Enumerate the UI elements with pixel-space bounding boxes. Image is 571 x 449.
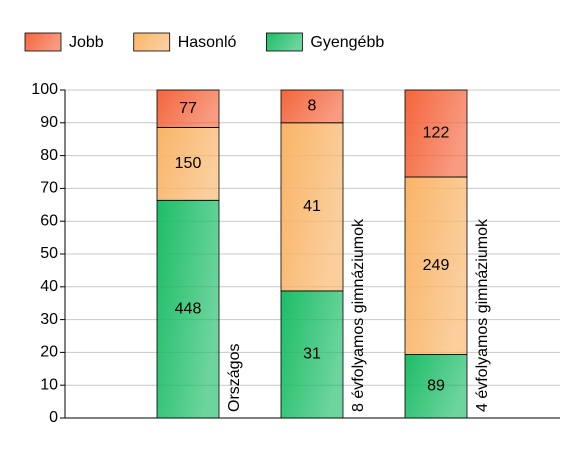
- data-label: 150: [175, 155, 202, 172]
- y-tick-label: 20: [40, 344, 58, 361]
- data-label: 41: [303, 198, 321, 215]
- data-label: 249: [423, 257, 450, 274]
- legend-swatch: [24, 32, 62, 52]
- bar-segment: [404, 354, 468, 419]
- bar-segment: [156, 89, 220, 128]
- bar-segment: [156, 127, 220, 201]
- y-tick-label: 40: [40, 278, 58, 295]
- y-tick-label: 50: [40, 245, 58, 262]
- bar-segment: [404, 176, 468, 355]
- bar-segment: [280, 122, 344, 292]
- data-label: 89: [427, 377, 445, 394]
- y-tick-label: 60: [40, 212, 58, 229]
- legend-label: Gyengébb: [310, 34, 384, 51]
- y-tick-label: 0: [49, 409, 58, 426]
- y-tick-label: 100: [31, 81, 58, 98]
- bar-segment: [280, 290, 344, 419]
- bar-segment: [404, 89, 468, 178]
- legend-swatch: [266, 32, 303, 52]
- data-label: 31: [303, 346, 321, 363]
- legend-swatch: [133, 32, 171, 52]
- y-tick-label: 70: [40, 180, 58, 197]
- y-tick-label: 90: [40, 114, 58, 131]
- y-tick-label: 30: [40, 311, 58, 328]
- data-label: 448: [175, 300, 202, 317]
- x-tick-label: Országos: [226, 344, 243, 412]
- data-label: 77: [179, 100, 197, 117]
- legend-label: Jobb: [69, 34, 104, 51]
- legend-label: Hasonló: [178, 34, 237, 51]
- data-label: 122: [423, 125, 450, 142]
- y-tick-label: 80: [40, 147, 58, 164]
- bar-segment: [280, 89, 344, 124]
- x-tick-label: 4 évfolyamos gimnáziumok: [474, 218, 491, 412]
- bar-segment: [156, 199, 220, 419]
- x-tick-label: 8 évfolyamos gimnáziumok: [350, 218, 367, 412]
- data-label: 8: [308, 98, 317, 115]
- y-tick-label: 10: [40, 376, 58, 393]
